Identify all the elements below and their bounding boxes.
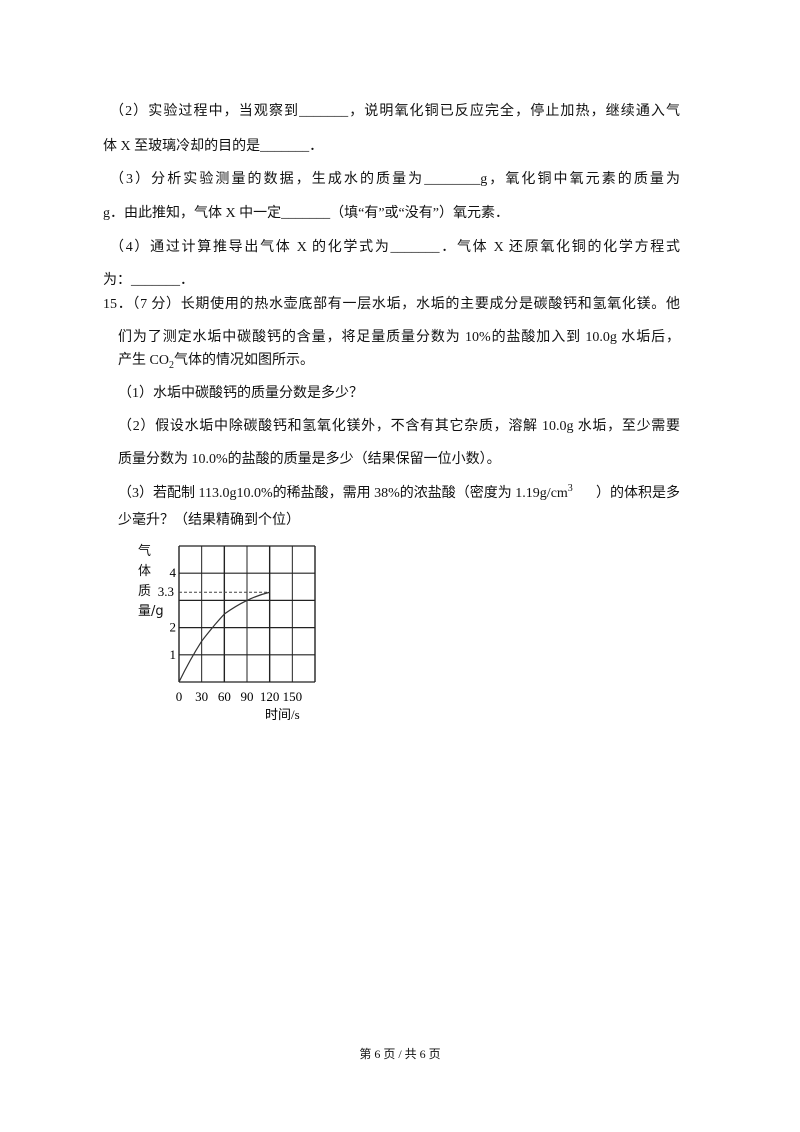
superscript: 3	[567, 483, 573, 494]
q14-part3-line2: g．由此推知，气体 X 中一定_______（填“有”或“没有”）氧元素．	[103, 206, 509, 221]
x-axis-label: 时间/s	[265, 707, 300, 722]
q15-part3-line1: （3）若配制 113.0g10.0%的稀盐酸，需用 38%的浓盐酸（密度为 1.…	[118, 484, 680, 504]
q15-stem-line1: 15．（7 分）长期使用的热水壶底部有一层水垢，水垢的主要成分是碳酸钙和氢氧化镁…	[103, 297, 680, 312]
text: 气体的情况如图所示。	[173, 353, 314, 368]
x-tick-label: 150	[283, 689, 303, 704]
q15-stem-line2: 们为了测定水垢中碳酸钙的含量，将足量质量分数为 10%的盐酸加入到 10.0g …	[118, 330, 680, 345]
q14-part4-line1: （4）通过计算推导出气体 X 的化学式为_______．气体 X 还原氧化铜的化…	[110, 240, 680, 255]
chart-grid	[178, 545, 316, 683]
q14-part2-line1: （2）实验过程中，当观察到_______，说明氧化铜已反应完全，停止加热，继续通…	[110, 104, 680, 119]
q15-part1: （1）水垢中碳酸钙的质量分数是多少？	[118, 386, 363, 401]
y-tick-label: 2	[170, 620, 177, 635]
q15-part2-line1: （2）假设水垢中除碳酸钙和氢氧化镁外，不含有其它杂质，溶解 10.0g 水垢，至…	[118, 419, 680, 434]
x-tick-label: 30	[195, 689, 208, 704]
x-tick-label: 0	[176, 689, 183, 704]
co2-mass-chart: 0 30 60 90 120 150 1 2 3.3 4 时间/s	[158, 545, 316, 722]
y-tick-label: 3.3	[158, 584, 174, 599]
y-axis-label: 气体质量/g	[138, 544, 164, 619]
q14-part3-line1: （3）分析实验测量的数据，生成水的质量为________g，氧化铜中氧元素的质量…	[110, 172, 680, 187]
x-tick-label: 60	[218, 689, 231, 704]
y-tick-label: 4	[170, 565, 177, 580]
page-footer: 第 6 页 / 共 6 页	[359, 1047, 441, 1061]
q15-part3-line2: 少毫升？（结果精确到个位）	[118, 513, 300, 528]
text: ）的体积是多	[596, 486, 680, 501]
q14-part2-line2: 体 X 至玻璃冷却的目的是_______．	[103, 139, 324, 154]
text: 产生 CO	[118, 353, 169, 368]
subscript: 2	[168, 359, 174, 371]
text: （3）若配制 113.0g10.0%的稀盐酸，需用 38%的浓盐酸（密度为 1.…	[118, 486, 568, 501]
q15-part2-line2: 质量分数为 10.0%的盐酸的质量是多少（结果保留一位小数）。	[118, 452, 501, 467]
q15-stem-line3: 产生 CO2气体的情况如图所示。	[118, 351, 314, 376]
x-tick-label: 120	[260, 689, 280, 704]
x-tick-label: 90	[241, 689, 254, 704]
y-tick-label: 1	[170, 647, 177, 662]
q14-part4-line2: 为：_______．	[103, 273, 194, 288]
